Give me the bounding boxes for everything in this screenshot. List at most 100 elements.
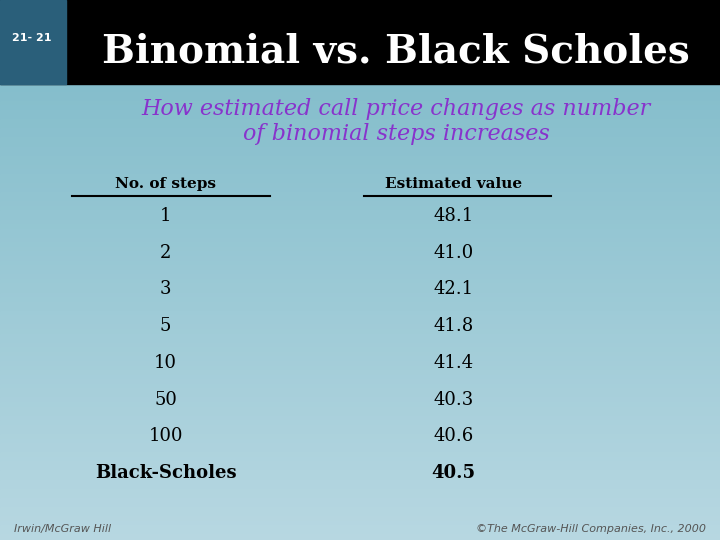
Bar xyxy=(0,393,720,399)
Bar xyxy=(0,338,720,344)
Bar xyxy=(0,105,720,111)
Bar xyxy=(0,407,720,412)
Bar xyxy=(0,110,720,116)
Bar xyxy=(0,452,720,458)
Bar xyxy=(0,165,720,171)
Bar xyxy=(0,274,720,280)
Text: 3: 3 xyxy=(160,280,171,299)
Bar xyxy=(0,306,720,312)
Text: ©The McGraw-Hill Companies, Inc., 2000: ©The McGraw-Hill Companies, Inc., 2000 xyxy=(476,524,706,534)
Bar xyxy=(0,96,720,102)
Text: 48.1: 48.1 xyxy=(433,207,474,225)
Bar xyxy=(0,384,720,389)
Bar xyxy=(0,352,720,357)
Bar xyxy=(0,160,720,166)
Bar xyxy=(0,443,720,449)
Bar xyxy=(0,265,720,271)
Point xyxy=(359,193,368,199)
Bar xyxy=(0,347,720,353)
Bar xyxy=(0,133,720,138)
Bar xyxy=(0,137,720,143)
Bar xyxy=(0,252,720,257)
Bar xyxy=(0,516,720,522)
Bar xyxy=(0,315,720,321)
Bar xyxy=(0,247,720,253)
Text: 40.5: 40.5 xyxy=(431,464,476,482)
Bar xyxy=(0,361,720,367)
Bar xyxy=(0,498,720,503)
Bar xyxy=(0,448,720,453)
Bar xyxy=(0,284,720,289)
Bar xyxy=(0,434,720,440)
Bar xyxy=(0,420,720,426)
Bar xyxy=(0,311,720,316)
Bar xyxy=(0,525,720,531)
Bar xyxy=(0,302,720,307)
Text: 41.0: 41.0 xyxy=(433,244,474,262)
Bar xyxy=(0,320,720,326)
Text: 21- 21: 21- 21 xyxy=(12,33,51,43)
Bar xyxy=(0,279,720,285)
Bar xyxy=(0,170,720,175)
Bar xyxy=(0,151,720,157)
Bar xyxy=(0,288,720,294)
Bar xyxy=(0,206,720,212)
Text: 1: 1 xyxy=(160,207,171,225)
Text: 10: 10 xyxy=(154,354,177,372)
Bar xyxy=(0,370,720,376)
Point xyxy=(266,193,274,199)
Bar xyxy=(0,269,720,275)
Text: 50: 50 xyxy=(154,390,177,409)
Text: Estimated value: Estimated value xyxy=(385,177,522,191)
Bar xyxy=(0,334,720,339)
Bar xyxy=(0,192,720,198)
Bar xyxy=(0,228,720,234)
Text: Binomial vs. Black Scholes: Binomial vs. Black Scholes xyxy=(102,32,690,70)
Bar xyxy=(0,0,720,84)
Bar xyxy=(0,174,720,179)
Bar xyxy=(0,197,720,202)
Bar xyxy=(0,480,720,485)
Bar xyxy=(0,119,720,125)
Point xyxy=(68,193,76,199)
Bar xyxy=(0,329,720,335)
Text: 41.8: 41.8 xyxy=(433,317,474,335)
Bar xyxy=(0,457,720,462)
Bar xyxy=(0,397,720,403)
Bar xyxy=(0,178,720,184)
Text: No. of steps: No. of steps xyxy=(115,177,216,191)
Bar xyxy=(0,356,720,362)
Bar xyxy=(0,142,720,147)
Bar xyxy=(0,425,720,430)
Bar xyxy=(0,511,720,517)
Bar xyxy=(0,484,720,490)
Bar xyxy=(0,530,720,536)
Bar xyxy=(0,146,720,152)
Bar xyxy=(0,502,720,508)
Bar xyxy=(0,220,720,225)
Bar xyxy=(0,375,720,380)
Bar xyxy=(0,83,720,88)
Bar xyxy=(0,521,720,526)
Bar xyxy=(0,297,720,303)
Bar xyxy=(0,211,720,216)
Text: Irwin/McGraw Hill: Irwin/McGraw Hill xyxy=(14,524,112,534)
Bar xyxy=(0,215,720,221)
Bar xyxy=(0,411,720,417)
Bar xyxy=(0,201,720,207)
Bar xyxy=(0,475,720,481)
Bar xyxy=(0,129,720,134)
Bar xyxy=(0,416,720,421)
Bar xyxy=(0,114,720,120)
Text: Black-Scholes: Black-Scholes xyxy=(95,464,236,482)
Text: How estimated call price changes as number
of binomial steps increases: How estimated call price changes as numb… xyxy=(141,98,651,145)
Bar xyxy=(0,293,720,298)
Bar xyxy=(0,379,720,385)
Bar xyxy=(0,535,720,540)
Bar xyxy=(0,325,720,330)
Point xyxy=(546,193,555,199)
Bar xyxy=(0,438,720,444)
Bar xyxy=(0,489,720,495)
Bar xyxy=(0,366,720,371)
Bar xyxy=(0,156,720,161)
